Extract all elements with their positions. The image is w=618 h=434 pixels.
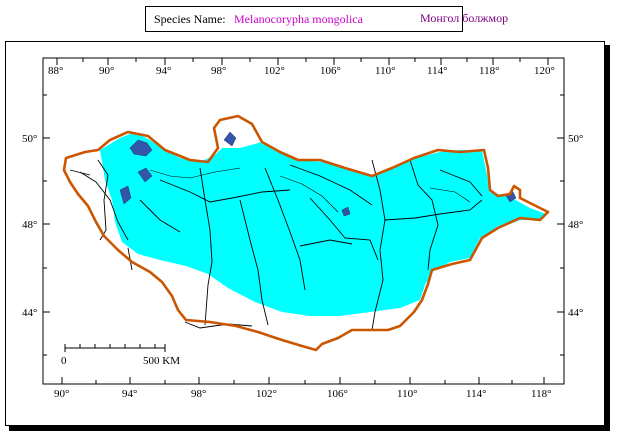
lat-label: 44° [568, 307, 583, 319]
lon-label: 118° [479, 65, 500, 77]
lon-label: 102° [264, 65, 285, 77]
lon-label: 106° [320, 65, 341, 77]
lon-label: 94° [156, 65, 171, 77]
country-border [62, 114, 550, 352]
lon-label: 110° [375, 65, 396, 77]
lakes [119, 131, 517, 217]
lake-icon [137, 167, 153, 183]
side-ticks [43, 94, 564, 356]
lon-label: 90° [54, 388, 69, 400]
top-longitude-labels: 88° 90° 94° 98° 102° 106° 110° 114° 118°… [48, 65, 555, 77]
lake-icon [119, 185, 132, 205]
frame-shadow-right [605, 45, 610, 430]
local-name: Монгол болжмор [420, 11, 509, 25]
species-header: Species Name: Melanocorypha mongolica Мо… [145, 6, 508, 32]
lat-label: 50° [568, 133, 583, 145]
lon-label: 98° [211, 65, 226, 77]
lon-label: 90° [99, 65, 114, 77]
lon-label: 114° [466, 388, 487, 400]
lon-label: 94° [122, 388, 137, 400]
scale-bar [64, 344, 166, 352]
lon-label: 106° [327, 388, 348, 400]
lon-label: 114° [427, 65, 448, 77]
lon-label: 88° [48, 65, 63, 77]
lat-label: 48° [22, 219, 37, 231]
lake-icon [129, 139, 153, 157]
lon-label: 102° [256, 388, 277, 400]
lake-icon [223, 131, 237, 147]
lat-label: 50° [22, 133, 37, 145]
lat-label: 44° [22, 307, 37, 319]
latitude-labels: 50° 48° 44° 50° 48° 44° [22, 133, 583, 319]
lat-label: 48° [568, 219, 583, 231]
map-inner-border [42, 57, 565, 385]
lon-label: 110° [397, 388, 418, 400]
aimag-boundaries [69, 159, 483, 331]
top-ticks [56, 58, 549, 65]
rivers [149, 167, 471, 213]
lon-label: 98° [191, 388, 206, 400]
scale-end-label: 500 KM [143, 355, 180, 367]
lon-label: 120° [534, 65, 555, 77]
lon-label: 118° [531, 388, 552, 400]
lake-icon [341, 206, 351, 217]
bottom-ticks [61, 377, 545, 384]
frame-shadow-bottom [9, 426, 610, 431]
bottom-longitude-labels: 90° 94° 98° 102° 106° 110° 114° 118° [54, 388, 552, 400]
scientific-name: Melanocorypha mongolica [234, 12, 363, 26]
scale-start-label: 0 [61, 355, 67, 367]
species-name-label: Species Name: [154, 12, 226, 26]
